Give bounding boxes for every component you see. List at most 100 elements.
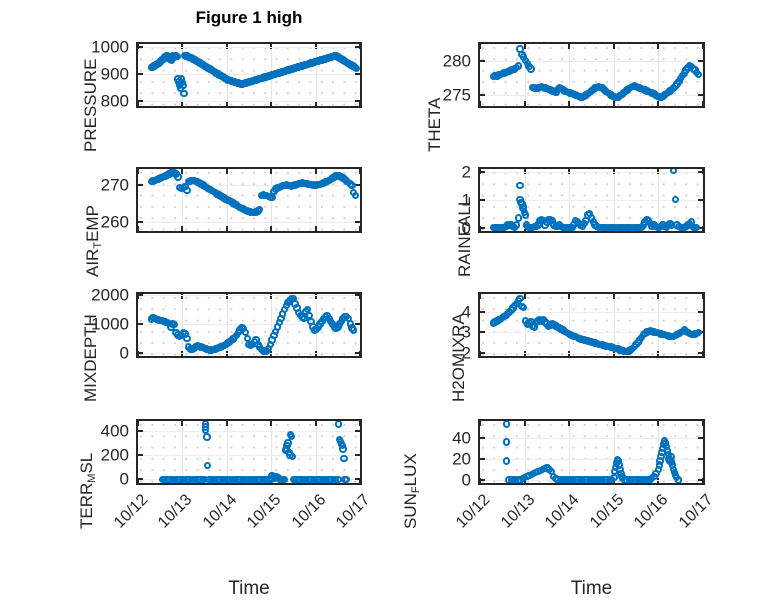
gridline-vertical <box>613 294 615 356</box>
y-tick <box>355 45 360 48</box>
y-tick <box>480 351 485 354</box>
y-tick <box>698 59 703 62</box>
axes-rainfall[interactable] <box>478 167 705 233</box>
y-axis-label-terr_msl: TERRMSL <box>77 453 98 529</box>
x-tick <box>568 421 571 426</box>
x-tick-label: 10/16 <box>288 491 329 532</box>
data-point <box>674 476 683 483</box>
gridline-vertical <box>315 169 317 231</box>
x-tick <box>612 169 615 174</box>
y-axis-label-text: AIRTEMP <box>83 205 104 277</box>
y-tick-label: 800 <box>100 91 129 111</box>
gridline-vertical <box>613 421 615 483</box>
gridline-horizontal <box>138 185 360 187</box>
x-tick <box>314 169 317 174</box>
y-tick-label: 0 <box>119 343 129 363</box>
gridline-horizontal <box>480 94 703 96</box>
y-tick-label: 4 <box>461 302 471 322</box>
x-tick-label: 10/14 <box>542 491 583 532</box>
x-tick <box>225 101 228 106</box>
gridline-vertical <box>315 44 317 106</box>
gridline-horizontal <box>138 295 360 297</box>
data-point <box>174 173 182 181</box>
x-tick-label: 10/16 <box>631 491 672 532</box>
x-tick <box>480 421 481 426</box>
y-tick <box>698 457 703 460</box>
x-tick-label: 10/12 <box>452 491 494 532</box>
x-tick <box>523 44 526 49</box>
y-tick <box>480 170 485 173</box>
axes-h2omixra[interactable] <box>478 292 705 358</box>
y-tick <box>355 294 360 297</box>
y-tick-label: 0 <box>119 469 129 489</box>
axes-sun_flux[interactable] <box>478 419 705 485</box>
x-tick <box>225 294 228 299</box>
y-tick-label: 3 <box>461 322 471 342</box>
axes-mixdepth[interactable] <box>136 292 362 358</box>
data-point <box>180 89 188 98</box>
x-tick <box>314 421 317 426</box>
x-tick <box>657 421 660 426</box>
x-tick <box>314 294 317 299</box>
y-tick <box>480 226 485 229</box>
x-tick <box>612 101 615 106</box>
gridline-horizontal <box>480 60 703 62</box>
gridline-horizontal <box>138 221 360 223</box>
y-tick <box>480 436 485 439</box>
y-axis-label-rainfall: RAINFALL <box>455 196 474 277</box>
data-point <box>694 328 703 337</box>
figure-canvas: Figure 1 high 1000 900 800 PRESSURE 280 275 TH… <box>77 8 716 599</box>
data-point <box>287 432 296 440</box>
y-tick-label: 1000 <box>91 314 129 334</box>
x-tick <box>359 478 360 483</box>
x-tick <box>568 169 571 174</box>
gridline-vertical <box>182 44 184 106</box>
y-axis-label-mixdepth: MIXDEPTH <box>81 314 100 402</box>
x-tick <box>480 44 481 49</box>
data-point <box>288 452 297 460</box>
x-tick <box>523 294 526 299</box>
panel-terr_msl: 400 200 0 TERRMSL 10/12 10/13 10/14 10/15 10/16 1… <box>77 419 374 599</box>
axes-pressure[interactable] <box>136 42 362 108</box>
data-point <box>693 223 701 231</box>
data-point <box>516 295 524 303</box>
y-axis-label-air_temp: AIRTEMP <box>83 205 104 277</box>
x-tick <box>314 226 317 231</box>
x-tick <box>270 101 273 106</box>
x-tick <box>225 421 228 426</box>
gridline-vertical <box>658 44 660 106</box>
x-tick <box>657 101 660 106</box>
x-tick <box>138 421 139 426</box>
gridline-horizontal <box>480 311 703 313</box>
x-tick <box>657 44 660 49</box>
axes-air_temp[interactable] <box>136 167 362 233</box>
x-tick-label: 10/17 <box>332 491 374 532</box>
gridline-vertical <box>315 421 317 483</box>
data-point <box>671 196 680 204</box>
y-tick <box>698 310 703 313</box>
gridline-vertical <box>658 294 660 356</box>
x-tick <box>702 294 703 299</box>
data-point <box>503 457 511 465</box>
y-tick <box>698 93 703 96</box>
axes-terr_msl[interactable] <box>136 419 362 485</box>
x-tick <box>359 226 360 231</box>
y-axis-label-h2omixra: H2OMIXRA <box>449 313 468 402</box>
data-point <box>527 65 535 73</box>
gridline-vertical <box>182 169 184 231</box>
x-tick <box>138 294 139 299</box>
y-tick <box>480 198 485 201</box>
gridline-horizontal <box>138 324 360 326</box>
data-point <box>204 461 212 470</box>
y-tick <box>138 454 143 457</box>
axes-theta[interactable] <box>478 42 705 108</box>
x-tick <box>702 421 703 426</box>
data-point <box>334 475 342 483</box>
x-tick <box>138 226 139 231</box>
y-tick <box>355 454 360 457</box>
gridline-horizontal <box>480 171 703 173</box>
data-point <box>350 326 358 334</box>
gridline-vertical <box>524 44 526 106</box>
panel-theta: 280 275 THETA <box>425 42 705 152</box>
y-tick-label: 2 <box>461 162 471 182</box>
